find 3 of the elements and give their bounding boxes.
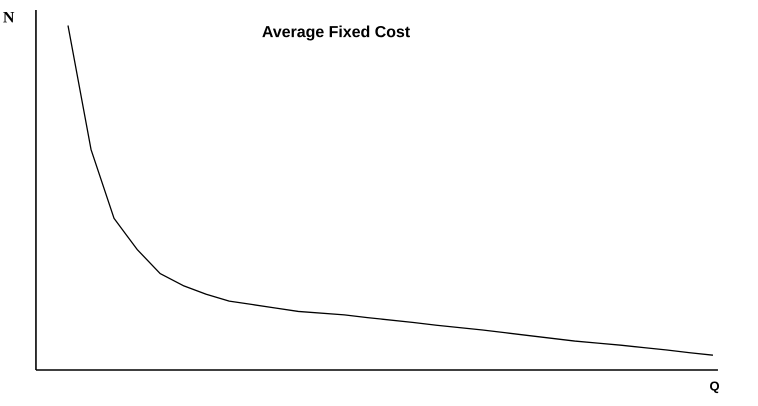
- x-axis-title: Q: [710, 382, 720, 394]
- chart-title: Average Fixed Cost: [262, 26, 410, 40]
- y-axis-title: N: [3, 12, 14, 22]
